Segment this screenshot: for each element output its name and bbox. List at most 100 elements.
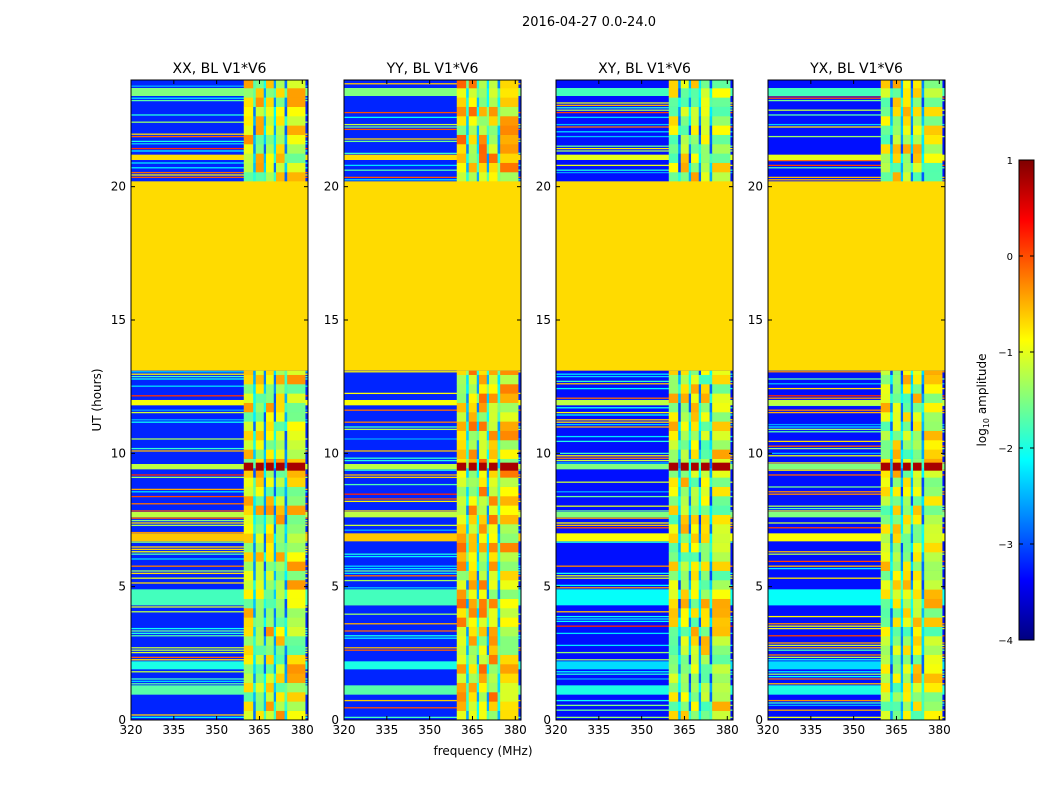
rfi-cell: [255, 692, 265, 702]
colorbar-label-suffix: amplitude: [975, 354, 989, 418]
rfi-cell: [255, 440, 265, 450]
rfi-cell: [284, 106, 288, 117]
rfi-cell: [709, 505, 713, 515]
rfi-cell: [253, 412, 257, 422]
rfi-cell: [486, 134, 490, 145]
rfi-cell: [486, 421, 490, 431]
time-streak: [131, 491, 308, 493]
rfi-cell: [266, 636, 275, 646]
time-streak: [131, 680, 308, 683]
rfi-cell: [284, 626, 288, 637]
rfi-cell: [287, 106, 306, 117]
rfi-cell: [284, 636, 288, 646]
rfi-cell: [712, 153, 731, 163]
rfi-cell: [921, 125, 925, 135]
rfi-cell: [266, 80, 275, 89]
time-streak: [131, 371, 308, 373]
rfi-cell: [913, 505, 922, 515]
time-streak: [768, 567, 945, 570]
rfi-cell: [253, 514, 257, 525]
rfi-cell: [255, 710, 265, 720]
rfi-cell: [255, 430, 265, 441]
rfi-cell: [921, 468, 925, 478]
rfi-cell: [497, 153, 501, 163]
rfi-cell: [680, 97, 690, 107]
rfi-cell: [668, 172, 679, 182]
rfi-cell: [880, 608, 891, 618]
rfi-cell: [500, 505, 519, 515]
rfi-cell: [468, 505, 478, 515]
rfi-cell: [678, 153, 682, 163]
time-streak: [768, 431, 945, 433]
y-tick-label: 20: [748, 180, 763, 194]
rfi-cell: [500, 552, 519, 562]
rfi-cell: [263, 477, 267, 487]
rfi-cell: [284, 421, 288, 431]
rfi-cell: [253, 692, 257, 702]
rfi-cell: [691, 533, 700, 543]
time-streak: [768, 560, 945, 563]
rfi-cell: [266, 134, 275, 145]
rfi-cell: [698, 617, 702, 627]
rfi-cell: [892, 97, 902, 107]
time-streak: [768, 486, 945, 488]
rfi-cell: [489, 514, 498, 525]
rfi-cell: [273, 496, 277, 506]
rfi-cell: [913, 617, 922, 627]
rfi-cell: [500, 88, 519, 98]
rfi-cell: [466, 654, 470, 665]
rfi-cell: [691, 468, 700, 478]
x-tick-label: 320: [757, 723, 780, 737]
time-streak: [768, 109, 945, 111]
rfi-cell: [253, 374, 257, 385]
rfi-cell: [678, 402, 682, 413]
rfi-cell: [466, 88, 470, 98]
rfi-cell: [680, 144, 690, 154]
rfi-cell: [701, 524, 710, 534]
x-tick-label: 365: [461, 723, 484, 737]
time-band: [556, 464, 733, 470]
rfi-cell: [466, 125, 470, 135]
rfi-cell: [273, 134, 277, 145]
rfi-cell: [500, 125, 519, 135]
rfi-cell: [921, 477, 925, 487]
rfi-cell: [668, 561, 679, 571]
time-streak: [768, 179, 945, 181]
rfi-cell: [479, 144, 488, 154]
rfi-cell: [921, 542, 925, 553]
time-streak: [131, 114, 308, 116]
rfi-cell: [486, 125, 490, 135]
rfi-cell: [468, 692, 478, 702]
y-tick-label: 15: [324, 313, 339, 327]
rfi-cell: [243, 134, 254, 145]
rfi-cell: [709, 710, 713, 720]
rfi-cell: [668, 645, 679, 655]
time-streak: [131, 409, 308, 411]
rfi-cell: [691, 542, 700, 553]
rfi-cell: [266, 682, 275, 693]
rfi-cell: [253, 458, 257, 469]
rfi-cell: [900, 580, 904, 590]
rfi-cell: [479, 88, 488, 98]
rfi-cell: [476, 80, 480, 89]
rfi-cell: [466, 514, 470, 525]
rfi-cell: [486, 496, 490, 506]
rfi-cell: [903, 570, 912, 581]
time-streak: [131, 524, 308, 527]
rfi-cell: [456, 524, 467, 534]
rfi-cell: [466, 524, 470, 534]
rfi-cell: [479, 505, 488, 515]
x-tick-label: 380: [928, 723, 951, 737]
rfi-cell: [691, 449, 700, 459]
rfi-cell: [892, 514, 902, 525]
rfi-cell: [688, 97, 692, 107]
rfi-cell: [266, 412, 275, 422]
rfi-cell: [910, 430, 914, 441]
time-streak: [768, 647, 945, 649]
rfi-cell: [880, 80, 891, 89]
time-band: [556, 88, 733, 96]
rfi-cell: [890, 701, 894, 711]
rfi-cell: [910, 514, 914, 525]
rfi-cell: [890, 608, 894, 618]
rfi-cell: [276, 374, 285, 385]
